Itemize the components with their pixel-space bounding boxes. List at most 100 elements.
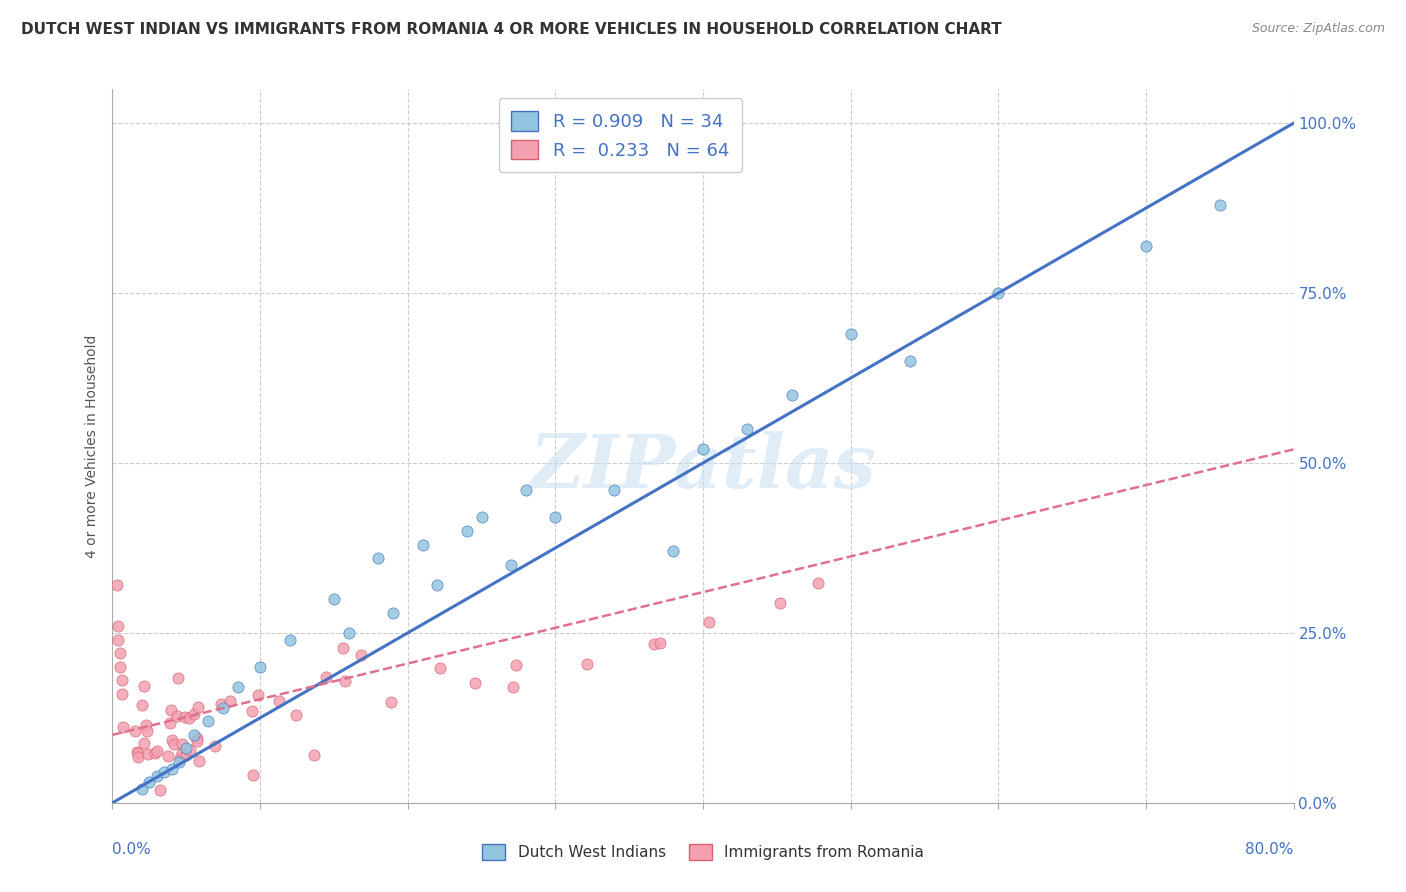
Point xyxy=(143,746,166,760)
Point xyxy=(146,769,169,783)
Point xyxy=(505,657,527,672)
Point xyxy=(132,680,155,694)
Point xyxy=(502,680,524,694)
Point xyxy=(146,744,169,758)
Point xyxy=(1135,238,1157,252)
Point xyxy=(111,687,134,701)
Point xyxy=(315,670,337,684)
Point xyxy=(174,710,197,724)
Point xyxy=(898,354,921,368)
Point xyxy=(643,637,665,651)
Point xyxy=(247,688,270,702)
Point xyxy=(172,747,194,761)
Point xyxy=(166,671,188,685)
Point xyxy=(157,749,180,764)
Point xyxy=(131,782,153,797)
Point xyxy=(159,715,181,730)
Point xyxy=(149,782,172,797)
Point xyxy=(105,578,128,592)
Point xyxy=(169,751,191,765)
Point xyxy=(160,703,183,717)
Point xyxy=(515,483,537,498)
Point xyxy=(163,738,186,752)
Text: Source: ZipAtlas.com: Source: ZipAtlas.com xyxy=(1251,22,1385,36)
Point xyxy=(160,762,183,776)
Point xyxy=(160,733,183,747)
Point xyxy=(350,648,373,662)
Point xyxy=(464,675,486,690)
Point xyxy=(278,632,301,647)
Point xyxy=(242,768,264,782)
Point xyxy=(226,680,249,694)
Point xyxy=(124,723,146,738)
Point xyxy=(332,640,354,655)
Point xyxy=(769,596,792,610)
Point xyxy=(648,636,671,650)
Point xyxy=(125,745,148,759)
Point xyxy=(111,673,134,688)
Point xyxy=(153,765,176,780)
Point xyxy=(174,741,197,756)
Point xyxy=(501,558,523,572)
Point xyxy=(337,626,360,640)
Point xyxy=(780,388,803,402)
Point xyxy=(470,510,494,524)
Point xyxy=(807,575,830,590)
Point xyxy=(284,708,307,723)
Point xyxy=(108,660,131,674)
Point xyxy=(136,723,159,738)
Point xyxy=(166,709,188,723)
Point xyxy=(839,326,862,341)
Point xyxy=(249,660,271,674)
Point xyxy=(108,646,131,660)
Point xyxy=(187,754,209,768)
Point xyxy=(177,711,200,725)
Point xyxy=(134,736,156,750)
Point xyxy=(112,720,135,734)
Point xyxy=(174,747,197,762)
Point xyxy=(127,746,149,760)
Legend: Dutch West Indians, Immigrants from Romania: Dutch West Indians, Immigrants from Roma… xyxy=(477,838,929,866)
Point xyxy=(211,697,233,711)
Point xyxy=(426,578,449,592)
Point xyxy=(987,286,1010,301)
Point xyxy=(172,737,194,751)
Point xyxy=(380,695,402,709)
Point xyxy=(135,718,157,732)
Point xyxy=(183,728,205,742)
Point xyxy=(218,693,240,707)
Point xyxy=(186,733,208,747)
Point xyxy=(212,700,235,714)
Point xyxy=(186,731,208,745)
Point xyxy=(662,544,685,558)
Point xyxy=(107,619,129,633)
Point xyxy=(183,707,205,722)
Point xyxy=(382,606,405,620)
Point xyxy=(411,537,433,551)
Point xyxy=(429,661,451,675)
Point xyxy=(136,747,159,761)
Point xyxy=(131,698,153,712)
Point xyxy=(269,693,291,707)
Point xyxy=(304,747,326,762)
Point xyxy=(197,714,219,729)
Text: ZIPatlas: ZIPatlas xyxy=(530,431,876,504)
Point xyxy=(179,743,201,757)
Point xyxy=(240,704,263,718)
Text: DUTCH WEST INDIAN VS IMMIGRANTS FROM ROMANIA 4 OR MORE VEHICLES IN HOUSEHOLD COR: DUTCH WEST INDIAN VS IMMIGRANTS FROM ROM… xyxy=(21,22,1002,37)
Point xyxy=(603,483,626,498)
Point xyxy=(138,775,160,789)
Point xyxy=(107,632,129,647)
Point xyxy=(697,615,720,630)
Point xyxy=(187,699,209,714)
Point xyxy=(367,551,389,566)
Point xyxy=(692,442,714,457)
Text: 0.0%: 0.0% xyxy=(112,842,152,857)
Point xyxy=(576,657,599,671)
Point xyxy=(1208,198,1232,212)
Point xyxy=(127,750,149,764)
Point xyxy=(456,524,478,538)
Point xyxy=(737,422,759,436)
Y-axis label: 4 or more Vehicles in Household: 4 or more Vehicles in Household xyxy=(84,334,98,558)
Point xyxy=(204,739,226,753)
